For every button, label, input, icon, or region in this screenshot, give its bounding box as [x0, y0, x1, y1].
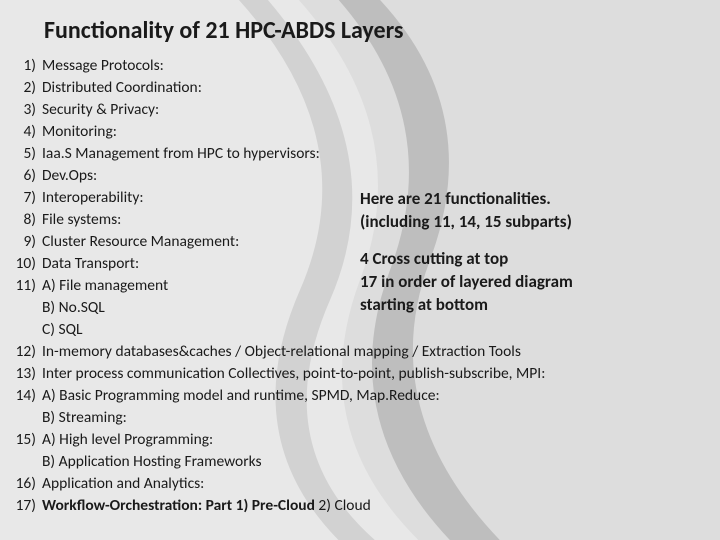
label-15: A) High level Programming:: [36, 429, 213, 451]
label-12: In-memory databases&caches / Object-rela…: [36, 341, 521, 363]
num-9: 9): [12, 231, 36, 253]
num-6: 6): [12, 165, 36, 187]
label-6: Dev.Ops:: [36, 165, 97, 187]
num-16: 16): [12, 473, 36, 495]
label-7: Interoperability:: [36, 187, 144, 209]
num-14: 14): [12, 385, 36, 407]
label-4: Monitoring:: [36, 121, 117, 143]
label-17: Workflow-Orchestration: Part 1) Pre-Clou…: [36, 495, 371, 517]
label-8: File systems:: [36, 209, 121, 231]
slide-title: Functionality of 21 HPC-ABDS Layers: [0, 0, 720, 55]
num-2: 2): [12, 77, 36, 99]
callout-line-1: Here are 21 functionalities.: [360, 188, 700, 211]
label-5: Iaa.S Management from HPC to hypervisors…: [36, 143, 320, 165]
callout-line-2: (including 11, 14, 15 subparts): [360, 211, 700, 234]
num-3: 3): [12, 99, 36, 121]
label-9: Cluster Resource Management:: [36, 231, 239, 253]
sub-11c: C) SQL: [12, 319, 708, 341]
num-15: 15): [12, 429, 36, 451]
sub-15b: B) Application Hosting Frameworks: [12, 451, 708, 473]
label-1: Message Protocols:: [36, 55, 164, 77]
num-12: 12): [12, 341, 36, 363]
sub-14b: B) Streaming:: [12, 407, 708, 429]
num-4: 4): [12, 121, 36, 143]
num-17: 17): [12, 495, 36, 517]
callout-box: Here are 21 functionalities. (including …: [360, 188, 700, 317]
num-5: 5): [12, 143, 36, 165]
label-10: Data Transport:: [36, 253, 139, 275]
label-2: Distributed Coordination:: [36, 77, 202, 99]
num-8: 8): [12, 209, 36, 231]
label-11: A) File management: [36, 275, 168, 297]
num-1: 1): [12, 55, 36, 77]
callout-line-4: 17 in order of layered diagram: [360, 271, 700, 294]
label-13: Inter process communication Collectives,…: [36, 363, 545, 385]
label-16: Application and Analytics:: [36, 473, 204, 495]
callout-line-3: 4 Cross cutting at top: [360, 248, 700, 271]
label-14: A) Basic Programming model and runtime, …: [36, 385, 440, 407]
num-7: 7): [12, 187, 36, 209]
label-3: Security & Privacy:: [36, 99, 159, 121]
num-10: 10): [12, 253, 36, 275]
num-11: 11): [12, 275, 36, 297]
callout-line-5: starting at bottom: [360, 294, 700, 317]
num-13: 13): [12, 363, 36, 385]
